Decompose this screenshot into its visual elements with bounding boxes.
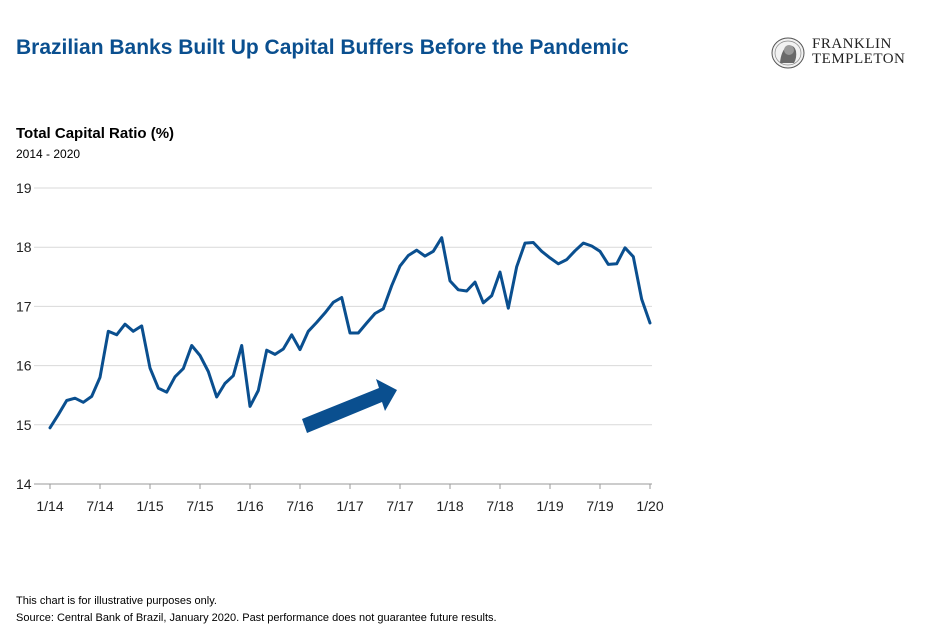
x-tick-label: 1/15	[136, 498, 163, 514]
x-tick-label: 7/16	[286, 498, 313, 514]
x-tick-label: 1/16	[236, 498, 263, 514]
x-tick-label: 1/17	[336, 498, 363, 514]
footer-note: This chart is for illustrative purposes …	[16, 595, 217, 607]
page-title: Brazilian Banks Built Up Capital Buffers…	[16, 36, 629, 59]
y-tick-label: 16	[16, 358, 32, 374]
y-axis-tick-labels: 14 15 16 17 18 19	[16, 180, 32, 492]
trend-arrow	[302, 379, 397, 433]
x-tick-label: 1/18	[436, 498, 463, 514]
x-tick-label: 7/15	[186, 498, 213, 514]
x-tick-label: 1/19	[536, 498, 563, 514]
x-tick-label: 1/14	[36, 498, 63, 514]
trend-arrow-annotation	[302, 379, 397, 433]
logo-line2: TEMPLETON	[812, 51, 906, 67]
x-tick-label: 1/20	[636, 498, 663, 514]
y-tick-label: 14	[16, 476, 32, 492]
x-tick-label: 7/17	[386, 498, 413, 514]
y-tick-label: 17	[16, 298, 32, 314]
logo-wordmark: FRANKLIN TEMPLETON	[812, 37, 905, 67]
x-tick-label: 7/18	[486, 498, 513, 514]
series-line	[48, 236, 652, 430]
x-tick-label: 7/14	[86, 498, 113, 514]
y-tick-label: 19	[16, 180, 32, 196]
gridlines	[34, 187, 652, 426]
x-tick-label: 7/19	[586, 498, 613, 514]
seal-icon	[771, 37, 805, 69]
series-lines	[48, 236, 652, 430]
y-tick-label: 15	[16, 417, 32, 433]
franklin-templeton-logo: FRANKLIN TEMPLETON	[770, 36, 920, 70]
chart-title: Total Capital Ratio (%)	[16, 125, 175, 142]
chart-subtitle: 2014 - 2020	[16, 147, 81, 161]
x-axis: 1/14 7/14 1/15 7/15 1/16 7/16 1/17 7/17 1/18 7/18…	[34, 483, 664, 514]
logo-line1: FRANKLIN	[812, 36, 892, 52]
y-tick-label: 18	[16, 239, 32, 255]
footer-source: Source: Central Bank of Brazil, January …	[16, 612, 497, 624]
